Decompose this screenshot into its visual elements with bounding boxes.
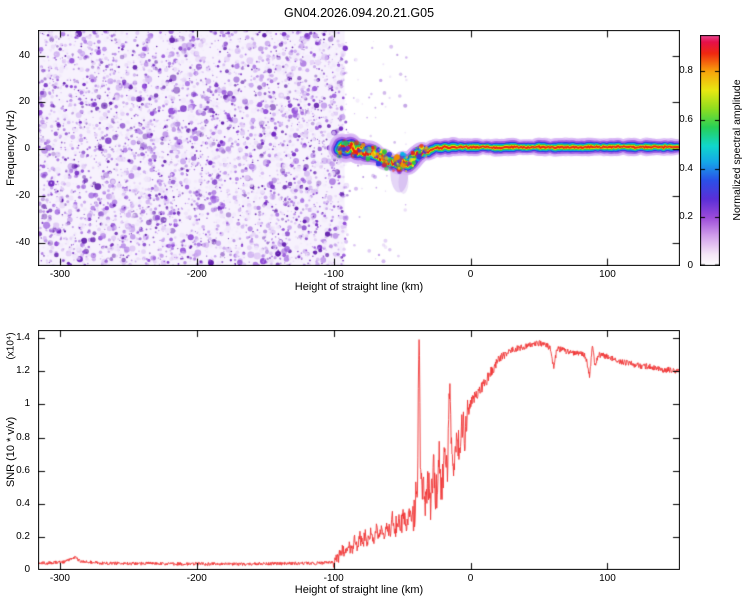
spectrogram-x-tick-label: 100 (599, 269, 616, 280)
spectrogram-canvas (38, 30, 680, 266)
colorbar-tick-label: 0.2 (679, 211, 693, 223)
snr-y-tick-label: 1.2 (16, 365, 30, 377)
snr-y-tick-label: 0.6 (16, 464, 30, 476)
spectrogram-y-tick-label: 40 (18, 49, 30, 61)
spectrogram-xlabel: Height of straight line (km) (294, 281, 424, 293)
spectrogram-x-tick-label: -300 (49, 269, 70, 280)
spectrogram-x-tick-label: -100 (323, 269, 344, 280)
snr-y-tick-label: 0.2 (16, 530, 30, 542)
snr-x-tick-label: 100 (599, 573, 616, 584)
snr-line-canvas (38, 330, 680, 570)
snr-y-tick-label: 0 (24, 564, 30, 575)
snr-y-tick-label: 1 (24, 398, 30, 410)
snr-x-tick-label: -300 (49, 573, 70, 584)
snr-y-tick-label: 0.8 (16, 431, 30, 443)
colorbar-tick-label: 0.6 (679, 114, 693, 126)
snr-x-tick-label: -200 (186, 573, 207, 584)
spectrogram-y-tick-label: 20 (18, 96, 30, 108)
colorbar-tick-label: 0.8 (679, 65, 693, 77)
snr-x-tick-label: 0 (467, 573, 474, 584)
spectrogram-x-tick-label: 0 (467, 269, 474, 280)
colorbar-canvas (700, 35, 720, 266)
snr-y-tick-label: 0.4 (16, 497, 30, 509)
snr-xlabel: Height of straight line (km) (294, 584, 424, 596)
colorbar-tick-label: 0.4 (679, 162, 693, 174)
spectrogram-x-tick-label: -200 (186, 269, 207, 280)
chart-title: GN04.2026.094.20.21.G05 (283, 6, 435, 20)
spectrogram-y-tick-label: -40 (15, 236, 30, 248)
colorbar-tick-label: 0 (687, 260, 693, 271)
colorbar-label: Normalized spectral amplitude (731, 79, 743, 221)
spectrogram-y-tick-label: -20 (15, 189, 30, 201)
spectrogram-y-tick-label: 0 (24, 143, 30, 155)
snr-y-tick-label: 1.4 (16, 332, 30, 344)
snr-x-tick-label: -100 (323, 573, 344, 584)
